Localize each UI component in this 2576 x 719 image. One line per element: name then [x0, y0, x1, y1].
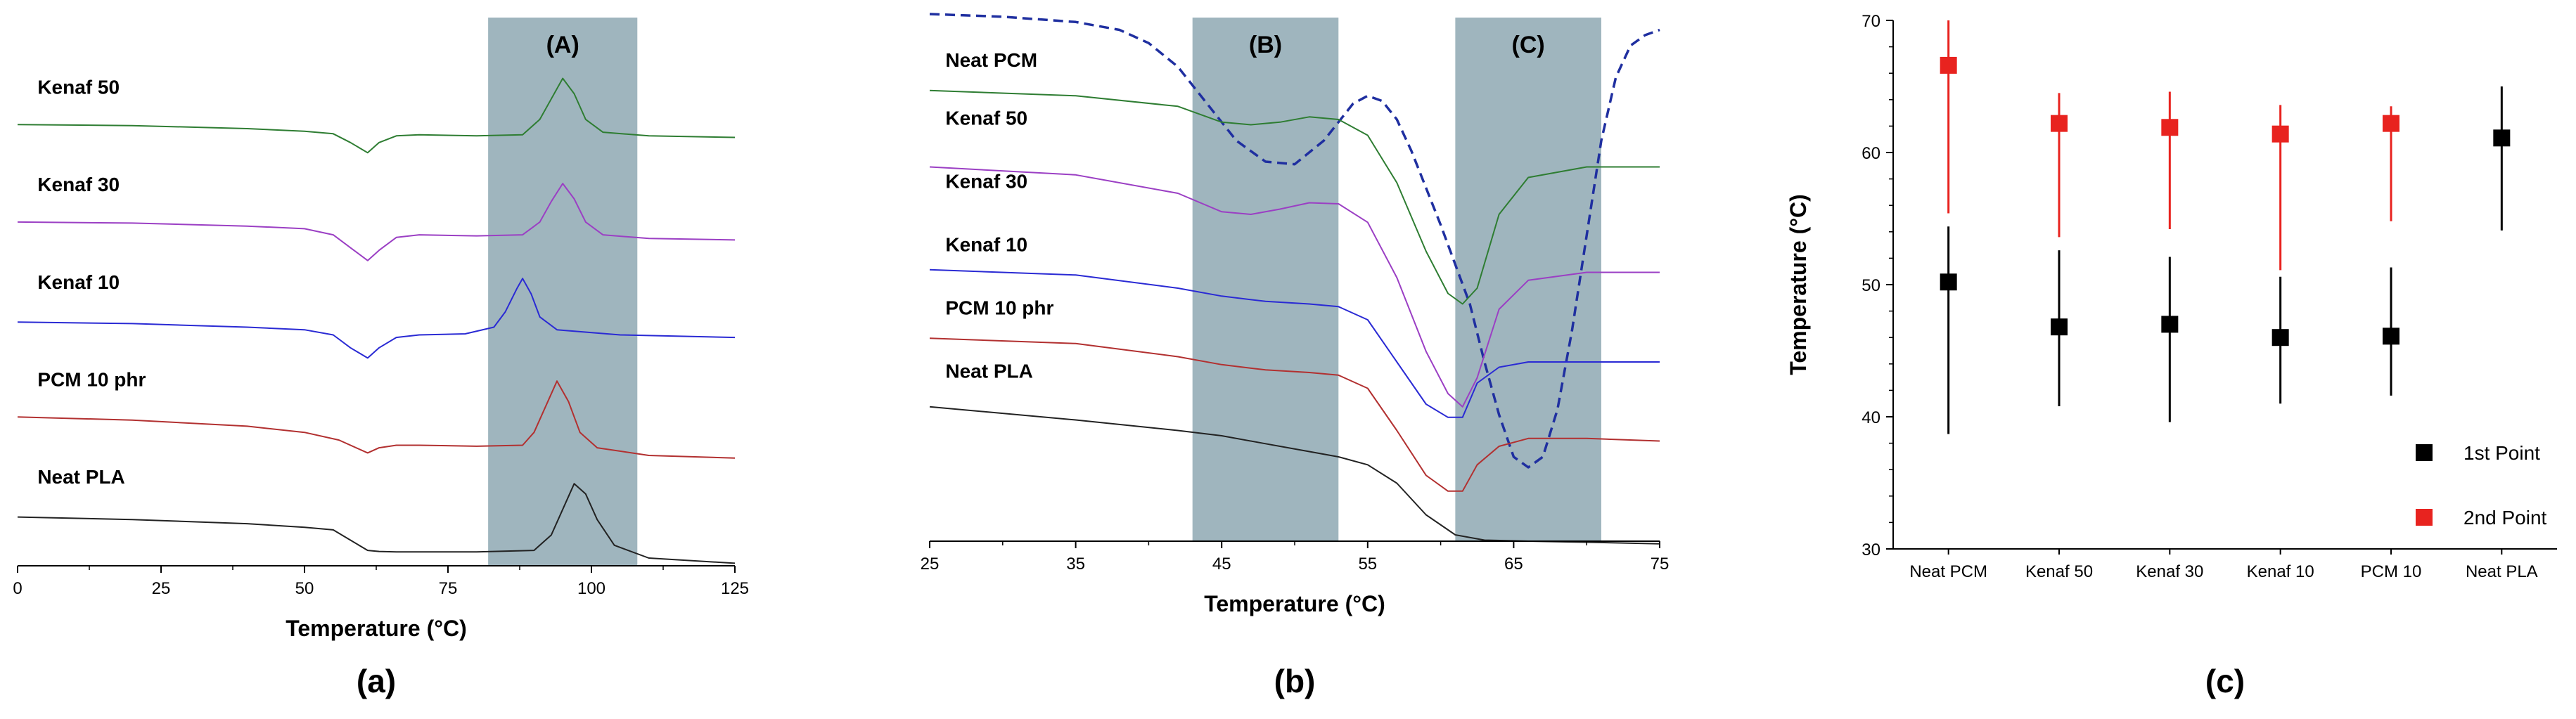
- chart-b-label-pcm-10-phr: PCM 10 phr: [945, 297, 1053, 319]
- chart-c-panel-label: (c): [2205, 663, 2245, 699]
- chart-c-point-2nd-point-kenaf-30: [2161, 119, 2179, 136]
- chart-c-y-axis-title: Temperature (°C): [1786, 194, 1811, 375]
- chart-a-x-tick-label-50: 50: [295, 579, 314, 598]
- chart-b-panel-label: (b): [1274, 663, 1316, 699]
- chart-b-curve-pcm-10-phr: [929, 337, 1660, 492]
- chart-a-panel-label: (a): [357, 663, 396, 699]
- chart-a-label-kenaf-50: Kenaf 50: [37, 76, 120, 98]
- chart-c-x-tick-label-neat-pcm: Neat PCM: [1909, 562, 1987, 581]
- chart-a-svg: (A) Kenaf 50 Kenaf 30 Kenaf 10 PCM 10 phr Ne…: [13, 18, 749, 699]
- chart-c-x-tick-label-neat-pla: Neat PLA: [2466, 562, 2538, 581]
- chart-c-y-tick-label-70: 70: [1861, 12, 1880, 31]
- chart-c-y-tick-label-50: 50: [1861, 276, 1880, 295]
- chart-b-panel: (B) (C) Neat PCM Kenaf 50 Kenaf 30 Kenaf 10 P…: [914, 0, 1723, 719]
- chart-c-point-1st-point-kenaf-10: [2271, 329, 2289, 346]
- chart-b-label-kenaf-10: Kenaf 10: [945, 234, 1027, 256]
- chart-c-x-tick-label-kenaf-50: Kenaf 50: [2025, 562, 2093, 581]
- chart-b-label-neat-pla: Neat PLA: [945, 361, 1032, 382]
- chart-a-x-tick-label-25: 25: [152, 579, 171, 598]
- chart-a-label-pcm-10-phr: PCM 10 phr: [37, 369, 146, 391]
- chart-c-y-tick-label-60: 60: [1861, 144, 1880, 163]
- chart-a-curve-kenaf-10: [17, 278, 736, 359]
- chart-c-legend-label-2nd-point: 2nd Point: [2463, 507, 2547, 529]
- chart-c-y-tick-label-30: 30: [1861, 540, 1880, 559]
- chart-b-label-kenaf-50: Kenaf 50: [945, 108, 1027, 129]
- chart-b-label-neat-pcm: Neat PCM: [945, 49, 1037, 71]
- chart-b-axes: 25 35 45 55 65 75: [921, 540, 1670, 574]
- chart-c-x-tick-label-pcm-10: PCM 10: [2361, 562, 2422, 581]
- chart-a-x-tick-label-0: 0: [13, 579, 22, 598]
- chart-c-point-2nd-point-neat-pcm: [1940, 56, 1957, 74]
- chart-a-label-kenaf-30: Kenaf 30: [37, 174, 120, 195]
- chart-a-x-axis-title: Temperature (°C): [286, 616, 467, 641]
- chart-c-x-tick-label-kenaf-10: Kenaf 10: [2247, 562, 2314, 581]
- chart-c-legend-swatch-1st-point: [2416, 444, 2433, 461]
- chart-a-curve-kenaf-50: [17, 77, 736, 154]
- chart-b-label-kenaf-30: Kenaf 30: [945, 171, 1027, 193]
- chart-b-x-tick-label-45: 45: [1212, 555, 1231, 574]
- chart-b-curves: Neat PCM Kenaf 50 Kenaf 30 Kenaf 10 PCM 10 p…: [929, 13, 1660, 545]
- chart-b-curve-kenaf-50: [929, 89, 1660, 305]
- chart-c-axes: 30 40 50 60 70 Neat PCM Kenaf 50 Kenaf 30 Kenaf …: [1861, 12, 2557, 581]
- chart-a-x-tick-label-100: 100: [577, 579, 605, 598]
- chart-a-curve-pcm-10-phr: [17, 380, 736, 459]
- chart-a-label-kenaf-10: Kenaf 10: [37, 271, 120, 293]
- chart-c-points: [1940, 20, 2511, 434]
- chart-b-svg: (B) (C) Neat PCM Kenaf 50 Kenaf 30 Kenaf 10 P…: [921, 13, 1670, 699]
- chart-c-point-2nd-point-kenaf-50: [2051, 115, 2068, 132]
- chart-c-point-1st-point-neat-pcm: [1940, 273, 1957, 291]
- chart-b-region-label-c: (C): [1512, 32, 1545, 58]
- chart-a-label-neat-pla: Neat PLA: [37, 466, 124, 488]
- chart-a-curve-kenaf-30: [17, 183, 736, 261]
- chart-c-point-1st-point-neat-pla: [2493, 129, 2511, 147]
- chart-a-curves: Kenaf 50 Kenaf 30 Kenaf 10 PCM 10 phr Neat P…: [17, 76, 736, 564]
- chart-a-x-tick-label-75: 75: [439, 579, 458, 598]
- chart-b-x-tick-label-75: 75: [1651, 555, 1670, 574]
- chart-b-x-tick-label-65: 65: [1504, 555, 1523, 574]
- chart-b-regions: (B) (C): [1192, 18, 1601, 541]
- chart-c-panel: 30 40 50 60 70 Neat PCM Kenaf 50 Kenaf 30 Kenaf …: [1758, 0, 2576, 719]
- chart-b-x-tick-label-25: 25: [921, 555, 940, 574]
- chart-c-svg: 30 40 50 60 70 Neat PCM Kenaf 50 Kenaf 30 Kenaf …: [1786, 12, 2557, 699]
- chart-b-curve-kenaf-10: [929, 268, 1660, 418]
- chart-c-x-tick-label-kenaf-30: Kenaf 30: [2136, 562, 2203, 581]
- chart-c-point-2nd-point-kenaf-10: [2271, 125, 2289, 143]
- chart-a-curve-neat-pla: [17, 483, 736, 564]
- chart-a-regions: (A): [488, 18, 638, 566]
- chart-c-legend: 1st Point 2nd Point: [2416, 442, 2547, 529]
- chart-c-point-1st-point-pcm-10: [2383, 328, 2399, 345]
- chart-b-region-b: [1192, 18, 1339, 541]
- chart-a-region-label-a: (A): [546, 32, 579, 58]
- chart-c-point-1st-point-kenaf-50: [2051, 318, 2068, 336]
- chart-a-x-tick-label-125: 125: [721, 579, 749, 598]
- chart-a-region-a: [488, 18, 638, 566]
- chart-c-legend-swatch-2nd-point: [2416, 509, 2433, 526]
- chart-a-panel: (A) Kenaf 50 Kenaf 30 Kenaf 10 PCM 10 phr Ne…: [0, 0, 749, 719]
- chart-b-curve-kenaf-30: [929, 166, 1660, 408]
- chart-b-region-label-b: (B): [1249, 32, 1282, 58]
- chart-b-x-axis-title: Temperature (°C): [1204, 591, 1385, 616]
- chart-c-point-2nd-point-pcm-10: [2383, 115, 2399, 132]
- chart-b-curve-neat-pcm: [929, 13, 1660, 469]
- chart-b-x-tick-label-35: 35: [1066, 555, 1085, 574]
- chart-b-x-tick-label-55: 55: [1358, 555, 1377, 574]
- chart-c-legend-label-1st-point: 1st Point: [2463, 442, 2540, 464]
- chart-a-axes: 0 25 50 75 100 125: [13, 565, 749, 598]
- chart-c-point-1st-point-kenaf-30: [2161, 316, 2179, 333]
- chart-c-y-tick-label-40: 40: [1861, 408, 1880, 427]
